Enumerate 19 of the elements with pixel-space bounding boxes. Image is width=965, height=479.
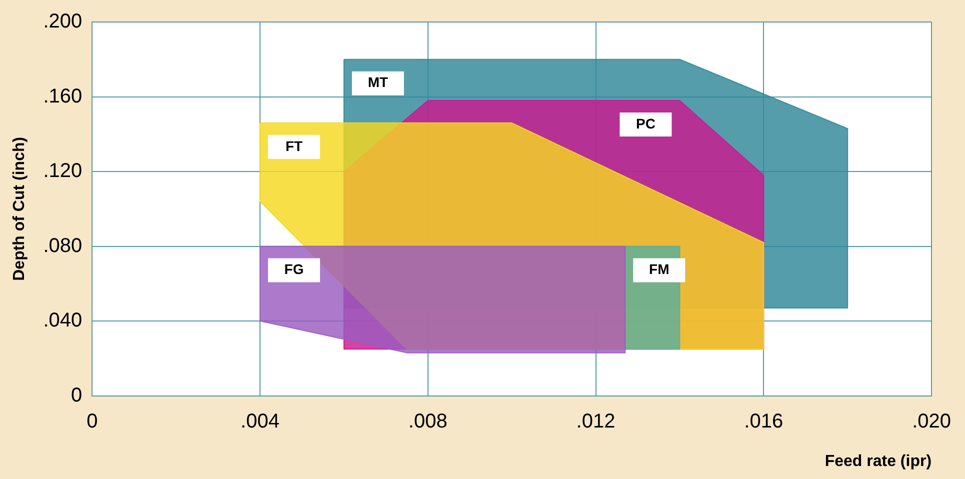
y-tick-label: .080 xyxy=(43,234,82,257)
series-label: MT xyxy=(368,74,388,90)
x-tick-label: .008 xyxy=(408,410,448,432)
x-tick-label: .016 xyxy=(744,410,784,432)
x-tick-label: .004 xyxy=(240,410,280,432)
x-tick-label: .012 xyxy=(576,410,616,432)
y-tick-label: 0 xyxy=(71,384,82,406)
series-label: FM xyxy=(649,261,670,278)
series-label: PC xyxy=(636,115,656,132)
series-label: FT xyxy=(285,138,304,154)
series-label: FG xyxy=(284,261,304,278)
y-tick-label: .200 xyxy=(43,10,82,33)
y-tick-label: .120 xyxy=(43,160,82,182)
y-tick-label: .040 xyxy=(43,310,82,332)
y-tick-label: .160 xyxy=(43,85,82,108)
y-axis-title: Depth of Cut (inch) xyxy=(11,136,28,281)
x-tick-label: .020 xyxy=(912,410,952,432)
x-axis-title: Feed rate (ipr) xyxy=(824,452,932,470)
x-tick-label: 0 xyxy=(86,410,98,432)
